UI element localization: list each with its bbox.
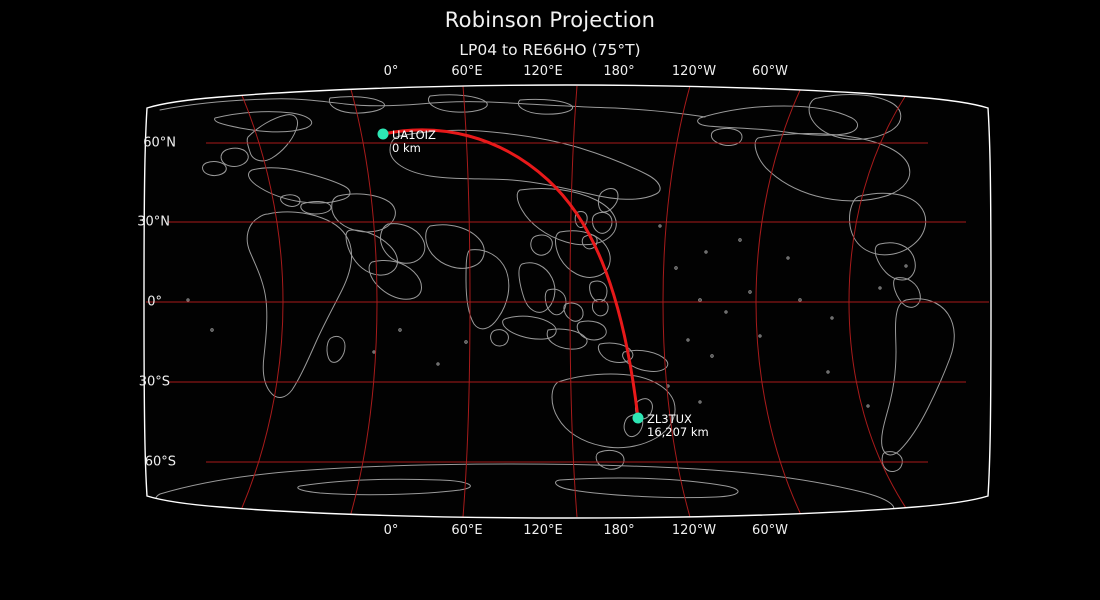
point-label-end: ZL3TUX 16,207 km xyxy=(647,413,709,439)
lon-tick-bottom-120e: 120°E xyxy=(523,523,563,538)
lat-tick-60n: 60°N xyxy=(143,135,176,151)
point-distance-start: 0 km xyxy=(392,141,421,155)
marker-start xyxy=(377,128,389,140)
coastlines xyxy=(155,94,955,518)
lon-tick-top-120e: 120°E xyxy=(523,64,563,79)
lon-tick-bottom-60e: 60°E xyxy=(451,523,483,538)
lat-tick-0: 0° xyxy=(147,294,162,310)
lon-tick-top-120w: 120°W xyxy=(671,64,717,79)
lat-tick-30n: 30°N xyxy=(137,214,170,230)
lon-tick-bottom-0: 0° xyxy=(383,523,399,538)
lon-tick-top-60w: 60°W xyxy=(752,64,788,79)
point-label-start: UA1OIZ 0 km xyxy=(392,129,436,155)
graticule-meridians xyxy=(237,85,913,518)
lon-tick-bottom-60w: 60°W xyxy=(752,523,788,538)
great-circle-path xyxy=(381,128,640,420)
page-subtitle: LP04 to RE66HO (75°T) xyxy=(459,41,641,59)
page-title: Robinson Projection xyxy=(444,8,656,32)
point-callsign-end: ZL3TUX xyxy=(647,412,692,426)
map-border xyxy=(143,84,992,519)
lat-tick-30s: 30°S xyxy=(138,374,170,390)
lon-tick-top-180: 180° xyxy=(603,64,635,79)
graticule-parallels xyxy=(146,142,989,463)
endpoint-markers xyxy=(377,128,644,424)
marker-end xyxy=(632,412,644,424)
point-distance-end: 16,207 km xyxy=(647,425,709,439)
lon-tick-top-0: 0° xyxy=(383,64,399,79)
lon-tick-top-60e: 60°E xyxy=(451,64,483,79)
lon-tick-bottom-180: 180° xyxy=(603,523,635,538)
point-callsign-start: UA1OIZ xyxy=(392,128,436,142)
lon-tick-bottom-120w: 120°W xyxy=(671,523,717,538)
lat-tick-60s: 60°S xyxy=(144,454,176,470)
